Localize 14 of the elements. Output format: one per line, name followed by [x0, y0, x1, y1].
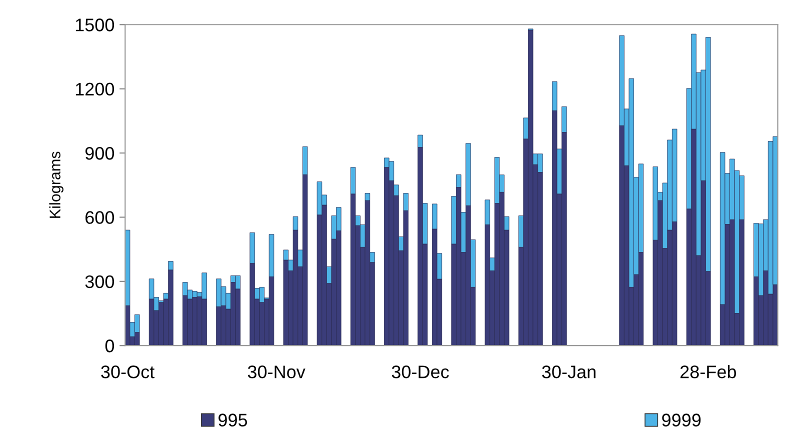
y-tick-label: 1500	[76, 18, 114, 32]
legend-label: 9999	[662, 414, 701, 426]
x-tick-label: 30-Jan	[542, 366, 596, 378]
x-tick-label: 28-Feb	[680, 365, 736, 378]
x-tick-label: 30-Dec	[392, 366, 449, 378]
y-tick-label: 0	[105, 340, 114, 352]
y-tick-label: 1200	[76, 82, 114, 96]
y-tick-label: 600	[86, 211, 114, 224]
legend-label: 995	[218, 414, 248, 426]
y-tick-label: 300	[85, 275, 114, 288]
y-tick-label: 900	[85, 146, 114, 160]
y-axis-title: Kilograms	[49, 152, 64, 218]
x-tick-label: 30-Oct	[101, 366, 154, 378]
x-tick-label: 30-Nov	[248, 366, 306, 378]
